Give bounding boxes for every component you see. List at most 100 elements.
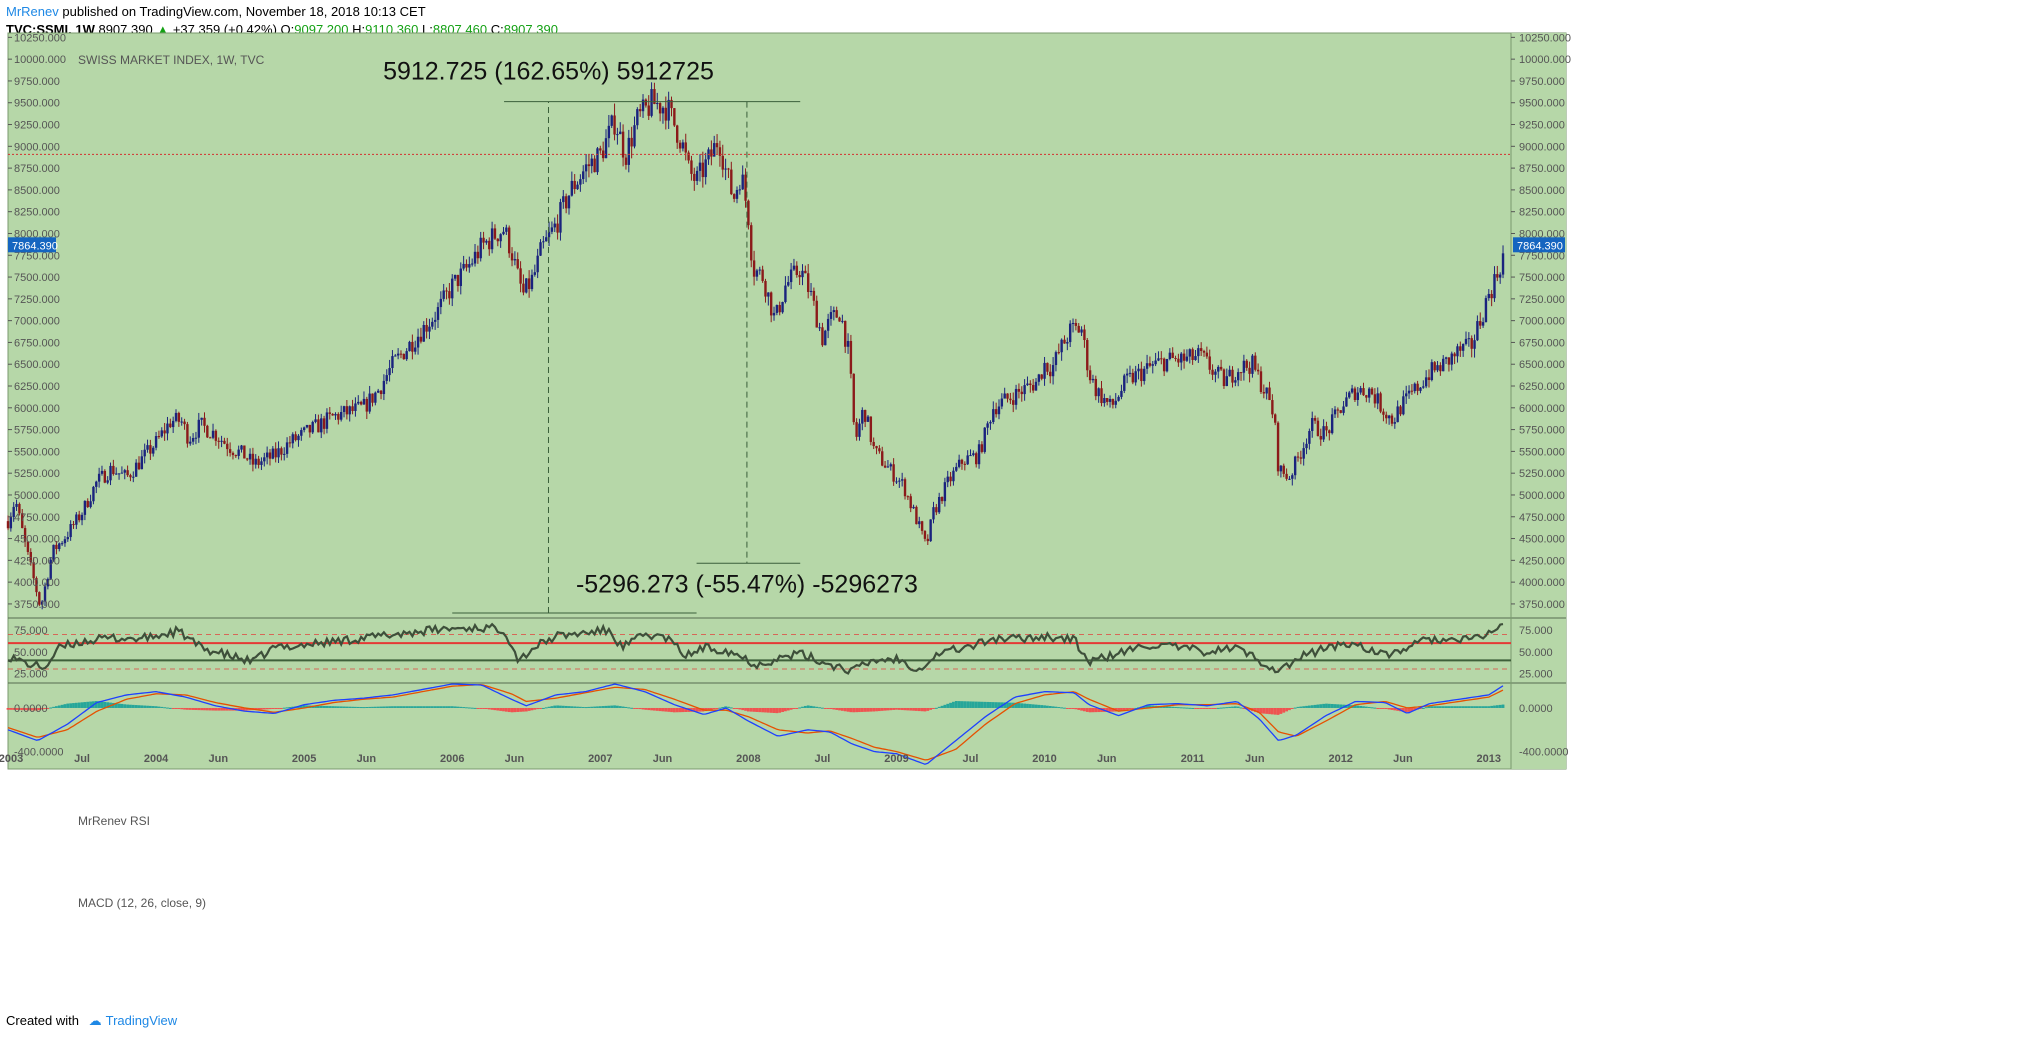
macd-hist-down <box>795 707 799 709</box>
candle-down <box>923 530 927 539</box>
candle-down <box>721 155 724 170</box>
macd-hist-down <box>1120 707 1123 711</box>
candle-down <box>849 340 853 374</box>
price-tick-label-right: 9000.000 <box>1519 141 1565 153</box>
candle-up <box>781 301 784 313</box>
candle-down <box>402 353 406 360</box>
macd-hist-up <box>1325 703 1328 708</box>
macd-hist-up <box>989 702 992 708</box>
time-tick-label: Jun <box>1393 753 1413 765</box>
candle-up <box>596 148 599 173</box>
macd-hist-up <box>815 706 819 708</box>
plot-area <box>8 33 1511 769</box>
macd-hist-up <box>1458 706 1462 708</box>
macd-hist-up <box>134 705 138 708</box>
macd-hist-up <box>1008 702 1012 708</box>
price-tick-label-left: 6250.000 <box>14 381 60 393</box>
macd-hist-down <box>1068 707 1072 709</box>
candle-up <box>220 440 223 442</box>
candle-up <box>1393 422 1397 424</box>
candle-down <box>821 327 824 346</box>
macd-hist-down <box>749 707 753 712</box>
rsi-pane[interactable] <box>7 622 1511 675</box>
candle-down <box>564 196 568 209</box>
macd-hist-up <box>97 701 101 708</box>
candle-down <box>328 412 331 414</box>
candle-down <box>624 157 628 165</box>
macd-hist-up <box>1473 706 1476 708</box>
macd-pane[interactable] <box>6 683 1505 765</box>
macd-hist-up <box>1327 703 1331 708</box>
candle-down <box>399 353 403 355</box>
macd-tick-label-left: -400.0000 <box>14 747 64 759</box>
macd-hist-up <box>106 702 110 708</box>
candle-down <box>1325 426 1328 431</box>
macd-hist-up <box>1470 706 1474 708</box>
candle-up <box>530 274 534 290</box>
candle-down <box>815 300 818 328</box>
candle-down <box>214 430 218 441</box>
macd-hist-down <box>194 707 198 711</box>
tradingview-logo-icon[interactable]: ☁ <box>88 1013 102 1028</box>
time-tick-label: 2004 <box>144 753 169 765</box>
macd-hist-down <box>262 707 266 710</box>
price-tick-label-right: 8500.000 <box>1519 185 1565 197</box>
macd-hist-up <box>131 704 135 708</box>
candle-up <box>539 242 542 256</box>
macd-hist-up <box>410 706 414 708</box>
price-tick-label-left: 9250.000 <box>14 120 60 132</box>
author-link[interactable]: MrRenev <box>6 4 59 19</box>
macd-hist-down <box>846 707 850 712</box>
price-tick-label-left: 5500.000 <box>14 446 60 458</box>
tradingview-link[interactable]: TradingView <box>105 1013 178 1028</box>
price-pane[interactable]: 5912.725 (162.65%) 5912725 -5296.273 (-55… <box>6 58 1511 614</box>
candle-up <box>473 251 477 264</box>
candle-up <box>1225 376 1229 387</box>
macd-hist-down <box>487 707 491 710</box>
candle-down <box>750 225 753 261</box>
candle-up <box>755 270 759 277</box>
macd-hist-down <box>171 707 175 709</box>
macd-hist-down <box>638 707 642 710</box>
candle-down <box>678 142 682 149</box>
macd-hist-down <box>769 707 773 713</box>
candle-up <box>1185 356 1189 361</box>
macd-hist-down <box>843 707 847 712</box>
created-with-text: Created with <box>6 1013 79 1028</box>
macd-hist-up <box>285 707 289 709</box>
macd-hist-up <box>1171 706 1175 708</box>
price-tick-label-right: 7000.000 <box>1519 316 1565 328</box>
candle-down <box>1162 358 1166 372</box>
price-tick-label-left: 8500.000 <box>14 185 60 197</box>
price-tick-label-left: 10000.000 <box>14 54 66 66</box>
candle-up <box>442 290 445 299</box>
macd-hist-down <box>1125 707 1129 710</box>
candle-up <box>1350 388 1354 393</box>
macd-hist-up <box>140 705 144 708</box>
candle-up <box>861 409 864 424</box>
candle-up <box>1464 338 1468 344</box>
candle-up <box>1125 373 1129 376</box>
candle-down <box>1174 357 1177 359</box>
macd-hist-up <box>1222 707 1226 709</box>
macd-hist-up <box>1302 706 1306 708</box>
candle-up <box>704 159 707 178</box>
macd-hist-up <box>553 705 557 708</box>
macd-hist-up <box>607 705 611 708</box>
macd-hist-down <box>1105 707 1109 712</box>
candle-down <box>519 268 522 284</box>
macd-hist-up <box>1174 706 1177 708</box>
candle-down <box>72 524 75 526</box>
candle-down <box>727 168 730 170</box>
price-tick-label-right: 5750.000 <box>1519 425 1565 437</box>
macd-hist-down <box>533 707 537 710</box>
candle-up <box>1424 377 1428 387</box>
candle-up <box>117 473 121 475</box>
candle-down <box>1459 346 1462 351</box>
candle-up <box>547 231 551 238</box>
macd-hist-down <box>237 707 241 711</box>
macd-hist-up <box>83 702 87 708</box>
price-tick-label-right: 5000.000 <box>1519 490 1565 502</box>
macd-hist-up <box>812 706 816 708</box>
